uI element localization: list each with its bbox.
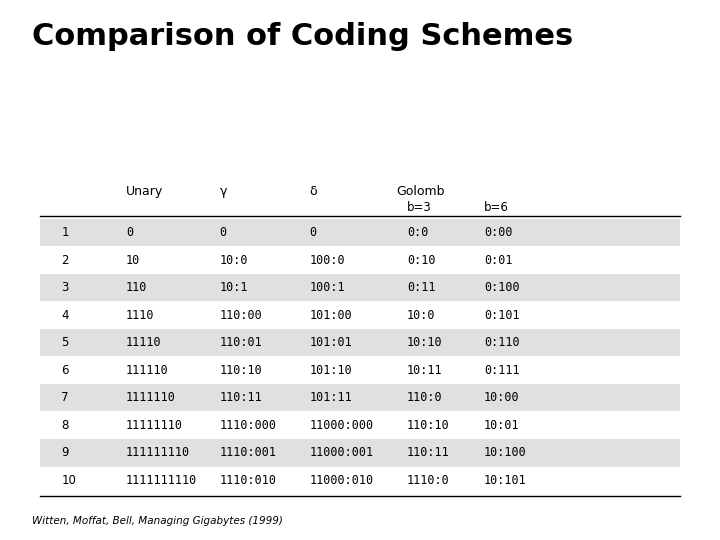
Text: 10:101: 10:101 (484, 474, 526, 487)
Text: 0:01: 0:01 (484, 253, 513, 267)
Text: 110:01: 110:01 (220, 336, 262, 349)
Text: 10:01: 10:01 (484, 418, 519, 432)
Text: 10:1: 10:1 (220, 281, 248, 294)
Text: 4: 4 (61, 308, 68, 322)
Text: 1110:000: 1110:000 (220, 418, 276, 432)
Text: 0: 0 (310, 226, 317, 239)
Text: 1111110: 1111110 (126, 391, 176, 404)
Text: 11110: 11110 (126, 336, 161, 349)
Text: 100:0: 100:0 (310, 253, 345, 267)
Text: 101:11: 101:11 (310, 391, 352, 404)
Text: 10:0: 10:0 (407, 308, 436, 322)
Text: b=6: b=6 (484, 201, 509, 214)
Text: 11111110: 11111110 (126, 418, 183, 432)
Text: 11000:001: 11000:001 (310, 446, 374, 460)
Text: 1110:010: 1110:010 (220, 474, 276, 487)
Text: 110:10: 110:10 (220, 363, 262, 377)
Text: 10:00: 10:00 (484, 391, 519, 404)
Text: 0:11: 0:11 (407, 281, 436, 294)
Text: 1110: 1110 (126, 308, 155, 322)
Text: 0:10: 0:10 (407, 253, 436, 267)
Text: γ: γ (220, 185, 227, 198)
Text: 110:11: 110:11 (220, 391, 262, 404)
Text: 110:0: 110:0 (407, 391, 442, 404)
Text: 111111110: 111111110 (126, 446, 190, 460)
Text: 1111111110: 1111111110 (126, 474, 197, 487)
Text: 10: 10 (126, 253, 140, 267)
Text: 11000:010: 11000:010 (310, 474, 374, 487)
Text: 0:101: 0:101 (484, 308, 519, 322)
Text: 10:10: 10:10 (407, 336, 442, 349)
Text: 1110:001: 1110:001 (220, 446, 276, 460)
Text: 7: 7 (61, 391, 68, 404)
Text: 10: 10 (61, 474, 76, 487)
Text: 10:0: 10:0 (220, 253, 248, 267)
Text: 2: 2 (61, 253, 68, 267)
Text: 110:00: 110:00 (220, 308, 262, 322)
Text: 110: 110 (126, 281, 148, 294)
Text: 0: 0 (126, 226, 133, 239)
Text: 0:111: 0:111 (484, 363, 519, 377)
Text: Golomb: Golomb (396, 185, 444, 198)
Text: 110:10: 110:10 (407, 418, 449, 432)
Text: 0: 0 (220, 226, 227, 239)
Text: 1: 1 (61, 226, 68, 239)
Text: Witten, Moffat, Bell, Managing Gigabytes (1999): Witten, Moffat, Bell, Managing Gigabytes… (32, 516, 283, 526)
Text: Unary: Unary (126, 185, 163, 198)
Text: 1110:0: 1110:0 (407, 474, 449, 487)
Text: 0:00: 0:00 (484, 226, 513, 239)
Text: 0:110: 0:110 (484, 336, 519, 349)
Text: δ: δ (310, 185, 318, 198)
Text: 10:11: 10:11 (407, 363, 442, 377)
Text: 6: 6 (61, 363, 68, 377)
Text: 0:100: 0:100 (484, 281, 519, 294)
Text: Comparison of Coding Schemes: Comparison of Coding Schemes (32, 22, 574, 51)
Text: 101:00: 101:00 (310, 308, 352, 322)
Text: 101:10: 101:10 (310, 363, 352, 377)
Text: 5: 5 (61, 336, 68, 349)
Text: 0:0: 0:0 (407, 226, 428, 239)
Text: 8: 8 (61, 418, 68, 432)
Text: 111110: 111110 (126, 363, 168, 377)
Text: 9: 9 (61, 446, 68, 460)
Text: 3: 3 (61, 281, 68, 294)
Text: 11000:000: 11000:000 (310, 418, 374, 432)
Text: 101:01: 101:01 (310, 336, 352, 349)
Text: b=3: b=3 (407, 201, 431, 214)
Text: 10:100: 10:100 (484, 446, 526, 460)
Text: 100:1: 100:1 (310, 281, 345, 294)
Text: 110:11: 110:11 (407, 446, 449, 460)
